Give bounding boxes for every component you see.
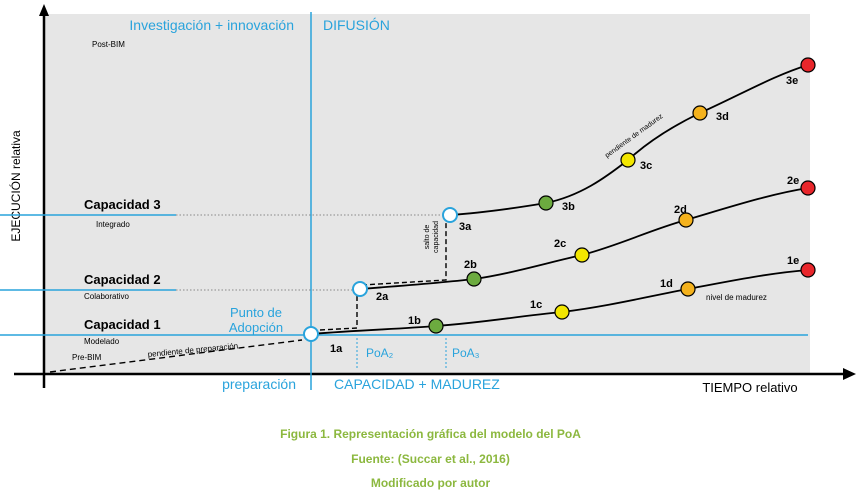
- point-3a-label: 3a: [459, 221, 472, 233]
- point-2e-label: 2e: [787, 175, 799, 187]
- capacity-3-subtitle: Integrado: [96, 220, 130, 229]
- jump-2-3: [361, 222, 447, 286]
- point-1d-marker: [680, 281, 696, 297]
- poa2-label: PoA₂: [366, 346, 394, 360]
- figure-caption-title: Figura 1. Representación gráfica del mod…: [280, 427, 581, 441]
- phase-preparation-label: preparación: [222, 376, 296, 392]
- y-axis-label: EJECUCIÓN relativa: [8, 130, 23, 242]
- pre-bim-label: Pre-BIM: [72, 353, 102, 362]
- preparation-slope: [49, 339, 303, 373]
- point-3c-label: 3c: [640, 160, 652, 172]
- x-axis-label: TIEMPO relativo: [702, 380, 797, 395]
- y-axis-arrow: [39, 4, 49, 16]
- point-3c-marker: [620, 152, 636, 168]
- point-2a-label: 2a: [376, 291, 389, 303]
- capacity-3-title: Capacidad 3: [84, 197, 161, 212]
- phase-capability-label: CAPACIDAD + MADUREZ: [334, 376, 500, 392]
- capacity-1-title: Capacidad 1: [84, 317, 161, 332]
- diagram-panel: [44, 14, 810, 374]
- point-2b-marker: [466, 271, 482, 287]
- point-1d-label: 1d: [660, 278, 673, 290]
- figure-caption-note: Modificado por autor: [370, 476, 491, 490]
- point-2b-label: 2b: [464, 259, 477, 271]
- point-2a-marker: [352, 281, 368, 297]
- point-3b-label: 3b: [562, 201, 575, 213]
- post-bim-label: Post-BIM: [92, 40, 125, 49]
- poa3-label: PoA₃: [452, 346, 480, 360]
- point-2d-marker: [678, 212, 694, 228]
- point-2d-label: 2d: [674, 204, 687, 216]
- x-axis-arrow: [843, 368, 856, 380]
- capability-jump-label-1: salto de: [424, 225, 431, 250]
- adoption-point-label-1: Punto de: [230, 305, 282, 320]
- phase-research-label: Investigación + innovación: [129, 17, 294, 33]
- poa-diagram: EJECUCIÓN relativa TIEMPO relativo Inves…: [0, 4, 856, 395]
- point-1e-marker: [800, 262, 816, 278]
- point-3e-marker: [800, 57, 816, 73]
- phase-diffusion-label: DIFUSIÓN: [323, 17, 390, 33]
- point-1a-marker: [303, 326, 319, 342]
- jump-1-2: [319, 296, 358, 331]
- point-1c-marker: [554, 304, 570, 320]
- adoption-point-label-2: Adopción: [229, 320, 283, 335]
- point-1b-label: 1b: [408, 315, 421, 327]
- point-1e-label: 1e: [787, 255, 799, 267]
- capacity-1-subtitle: Modelado: [84, 337, 120, 346]
- point-3d-marker: [692, 105, 708, 121]
- capability-jump-label-2: capacidad: [433, 221, 440, 253]
- point-3d-label: 3d: [716, 111, 729, 123]
- point-1a-label: 1a: [330, 343, 343, 355]
- point-1c-label: 1c: [530, 299, 542, 311]
- point-2c-label: 2c: [554, 238, 566, 250]
- maturity-level-label: nivel de madurez: [706, 293, 767, 302]
- point-2e-marker: [800, 180, 816, 196]
- capacity-2-title: Capacidad 2: [84, 272, 161, 287]
- capacity-2-subtitle: Colaborativo: [84, 292, 129, 301]
- point-1b-marker: [428, 318, 444, 334]
- figure-caption-source: Fuente: (Succar et al., 2016): [351, 452, 510, 466]
- point-2c-marker: [574, 247, 590, 263]
- point-3e-label: 3e: [786, 75, 798, 87]
- point-3a-marker: [442, 207, 458, 223]
- point-3b-marker: [538, 195, 554, 211]
